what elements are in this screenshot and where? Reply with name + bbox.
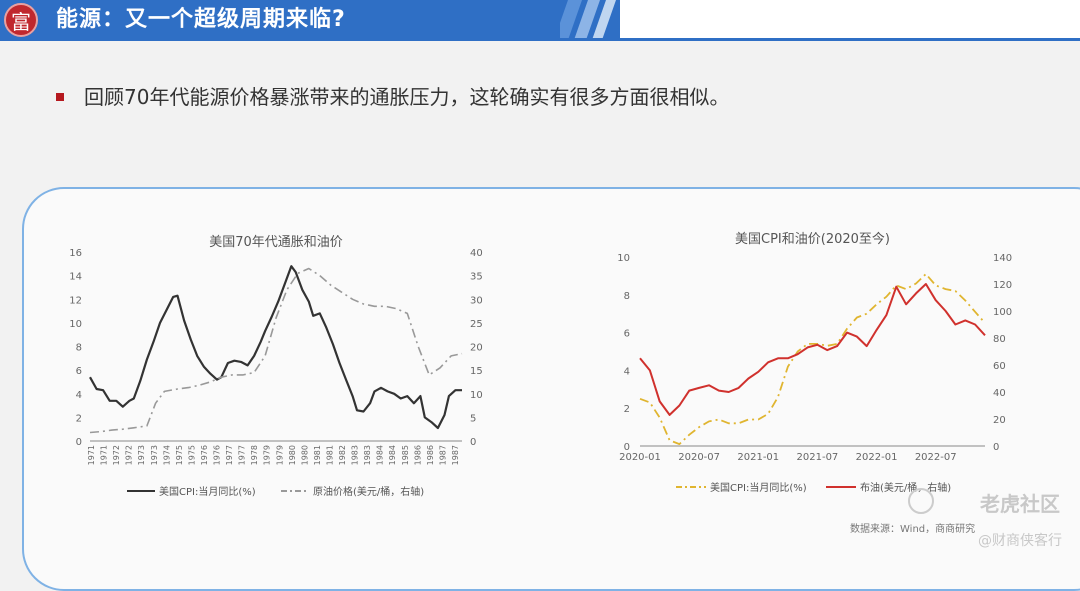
bullet-text: 回顾70年代能源价格暴涨带来的通胀压力，这轮确实有很多方面很相似。 [84,85,730,109]
chart1-x-tick-label: 1979 [275,445,284,465]
chart1-x-tick-label: 1973 [137,445,146,465]
chart1-right-tick-label: 40 [470,248,483,259]
chart1-x-tick-label: 1971 [100,445,109,465]
chart2-series-line-1 [639,273,986,445]
chart1-x-tick-label: 1986 [426,445,435,465]
chart2-right-tick-label: 40 [993,388,1006,399]
chart1-x-tick-label: 1978 [250,445,259,465]
bullet-square-icon [56,93,64,101]
chart2-x-tick-label: 2021-07 [797,452,839,463]
header-bar: 富 能源：又一个超级周期来临? [0,0,1080,41]
chart1-x-tick-label: 1974 [162,445,171,465]
chart1-x-tick-label: 1975 [187,445,196,465]
watermark-logo-icon [908,488,934,514]
chart1-x-tick-label: 1981 [325,445,334,465]
chart2-x-tick-label: 2022-01 [856,452,898,463]
chart2-left-tick-label: 10 [617,253,630,264]
chart2-x-tick-label: 2021-01 [737,452,779,463]
chart2-left-tick-label: 2 [624,404,630,415]
chart2-series-line-2 [639,283,986,416]
chart1-left-tick-label: 4 [76,390,82,401]
chart1-right-tick-label: 20 [470,343,483,354]
chart1-legend-label: 美国CPI:当月同比(%) [159,485,256,498]
chart1-left-tick-label: 6 [76,366,82,377]
chart1-x-tick-label: 1977 [225,445,234,465]
chart1-right-tick-label: 25 [470,319,483,330]
chart1-x-tick-label: 1977 [238,445,247,465]
header-underline [0,38,1080,41]
chart1-x-tick-label: 1987 [438,445,447,465]
chart1-x-tick-label: 1987 [451,445,460,465]
chart2-left-tick-label: 8 [624,291,630,302]
watermark-handle: @财商侠客行 [978,533,1062,549]
chart2-left-tick-label: 4 [624,366,630,377]
chart2-legend-label: 布油(美元/桶，右轴) [860,481,951,494]
chart2-left-tick-label: 0 [624,442,630,453]
chart1-right-tick-label: 5 [470,413,476,424]
chart1-x-tick-label: 1980 [300,445,309,465]
chart1-x-tick-label: 1979 [263,445,272,465]
chart1-right-tick-label: 35 [470,272,483,283]
chart1-right-tick-label: 10 [470,390,483,401]
chart1-right-tick-label: 15 [470,366,483,377]
chart1-left-tick-label: 12 [69,295,82,306]
chart1-x-tick-label: 1984 [376,445,385,465]
chart1-legend-label: 原油价格(美元/桶，右轴) [313,485,424,498]
chart1-x-tick-label: 1971 [87,445,96,465]
charts-canvas: 美国70年代通胀和油价02468101214160510152025303540… [69,231,1012,535]
chart2-source-note: 数据来源：Wind，商商研究 [850,522,975,535]
chart2-legend-label: 美国CPI:当月同比(%) [710,481,807,494]
chart2-right-tick-label: 60 [993,361,1006,372]
chart1-left-tick-label: 10 [69,319,82,330]
watermark-brand: 老虎社区 [980,492,1060,516]
charts-panel [22,187,1080,591]
chart1-left-tick-label: 16 [69,248,82,259]
chart1-x-tick-label: 1972 [112,445,121,465]
chart1-x-tick-label: 1975 [175,445,184,465]
chart1-x-tick-label: 1973 [150,445,159,465]
chart1-left-tick-label: 8 [76,343,82,354]
chart2-title: 美国CPI和油价(2020至今) [735,231,890,247]
chart1-x-tick-label: 1986 [413,445,422,465]
chart1-right-tick-label: 0 [470,437,476,448]
chart1-x-tick-label: 1981 [313,445,322,465]
chart2-right-tick-label: 20 [993,415,1006,426]
chart2-right-tick-label: 100 [993,307,1012,318]
header-stripes [560,0,616,40]
chart1-x-tick-label: 1972 [125,445,134,465]
chart1-title: 美国70年代通胀和油价 [209,235,343,250]
chart2-left-tick-label: 6 [624,329,630,340]
page-title: 能源：又一个超级周期来临? [56,7,346,32]
chart2-x-tick-label: 2020-01 [619,452,661,463]
chart2-x-tick-label: 2022-07 [915,452,957,463]
chart1-x-tick-label: 1976 [213,445,222,465]
chart1-x-tick-label: 1985 [401,445,410,465]
chart1-x-tick-label: 1976 [200,445,209,465]
chart1-left-tick-label: 14 [69,272,82,283]
chart2-right-tick-label: 120 [993,280,1012,291]
chart1-x-tick-label: 1980 [288,445,297,465]
chart1-right-tick-label: 30 [470,295,483,306]
chart1-x-tick-label: 1984 [388,445,397,465]
header-title-band [0,0,620,40]
logo-icon: 富 [4,3,38,37]
chart1-series-line-1 [89,265,462,430]
chart2-x-tick-label: 2020-07 [678,452,720,463]
chart2-right-tick-label: 80 [993,334,1006,345]
chart1-x-tick-label: 1983 [351,445,360,465]
chart1-series-line-2 [89,267,463,434]
chart1-left-tick-label: 0 [76,437,82,448]
chart1-left-tick-label: 2 [76,413,82,424]
chart2-right-tick-label: 0 [993,442,999,453]
chart2-right-tick-label: 140 [993,253,1012,264]
chart1-x-tick-label: 1982 [338,445,347,465]
chart1-x-tick-label: 1983 [363,445,372,465]
